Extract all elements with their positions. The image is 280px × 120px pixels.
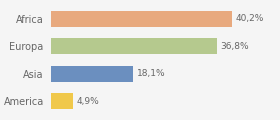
Text: 40,2%: 40,2%: [236, 14, 264, 23]
Bar: [51, 11, 232, 27]
Bar: [51, 93, 73, 109]
Text: 18,1%: 18,1%: [136, 69, 165, 78]
Bar: [51, 66, 133, 82]
Bar: [51, 38, 217, 54]
Text: 36,8%: 36,8%: [221, 42, 249, 51]
Text: 4,9%: 4,9%: [77, 97, 100, 106]
